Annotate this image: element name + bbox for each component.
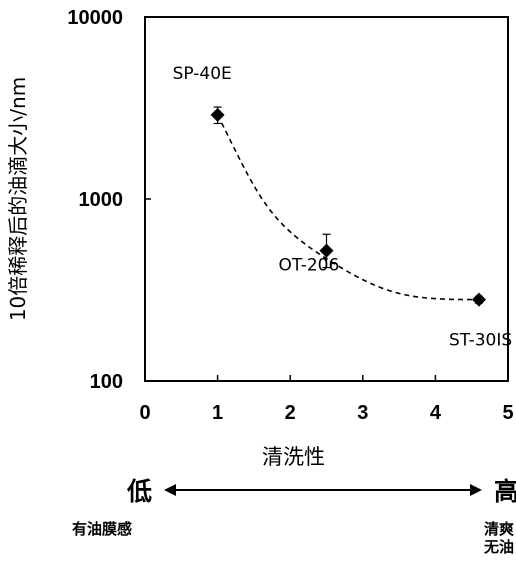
x-axis-label: 清洗性 [262, 445, 325, 469]
point-label: ST-30IS [449, 331, 512, 351]
double-arrow-icon [164, 484, 482, 496]
point-label: SP-40E [173, 64, 232, 84]
x-tick-label: 2 [285, 402, 296, 424]
data-points: SP-40E OT-206 ST-30IS [173, 64, 513, 351]
data-point-sp-40e: SP-40E [173, 64, 232, 125]
trend-line [216, 114, 479, 301]
x-axis-ticks: 0 1 2 3 4 5 [139, 375, 514, 424]
x-tick-label: 1 [212, 402, 223, 424]
y-tick-label: 1000 [79, 189, 124, 211]
cleaning-scale: 低 高 有油膜感 清爽 无油 [0, 470, 516, 570]
x-tick-label: 0 [139, 402, 150, 424]
y-axis-ticks: 100 1000 10000 [67, 7, 151, 393]
x-tick-label: 3 [357, 402, 368, 424]
y-tick-label: 10000 [67, 7, 123, 29]
data-point-st-30is: ST-30IS [449, 292, 512, 351]
y-tick-label: 100 [90, 371, 123, 393]
y-axis-label: 10倍稀释后的油滴大小/nm [6, 77, 30, 321]
diamond-marker [319, 243, 334, 258]
diamond-marker [210, 107, 225, 122]
data-point-ot-206: OT-206 [279, 233, 340, 276]
low-label: 低 [127, 477, 153, 506]
point-label: OT-206 [279, 256, 340, 276]
x-tick-label: 4 [430, 402, 442, 424]
high-label: 高 [494, 477, 516, 506]
diamond-marker [471, 292, 486, 307]
high-description: 清爽 无油 [484, 520, 515, 556]
x-tick-label: 5 [502, 402, 513, 424]
low-description: 有油膜感 [72, 520, 133, 538]
